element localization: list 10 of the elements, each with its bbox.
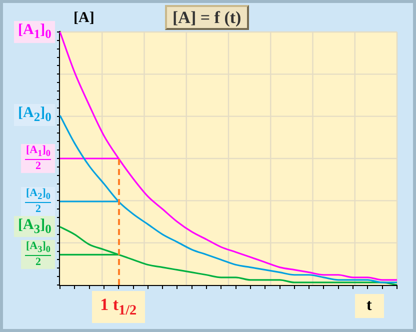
chart-title: [A] = f (t) (164, 4, 250, 30)
text: [A$_{3}$]$_{0}$ 2 (25, 240, 52, 268)
text: [A$_{2}$]$_{0}$ 2 (25, 187, 52, 216)
text: [A$_{3}$]$_{0}$ (14, 216, 56, 238)
text: [A$_{1}$]$_{0}$ (14, 21, 56, 42)
text: [A$_{1}$]$_{0}$ 2 (25, 144, 52, 172)
text: [A$_{2}$]$_{0}$ (14, 104, 56, 126)
x-axis-title: t (354, 294, 384, 318)
text: 1 t$_{1/2}$ (92, 291, 145, 323)
y-axis-title: [A] (72, 8, 96, 28)
